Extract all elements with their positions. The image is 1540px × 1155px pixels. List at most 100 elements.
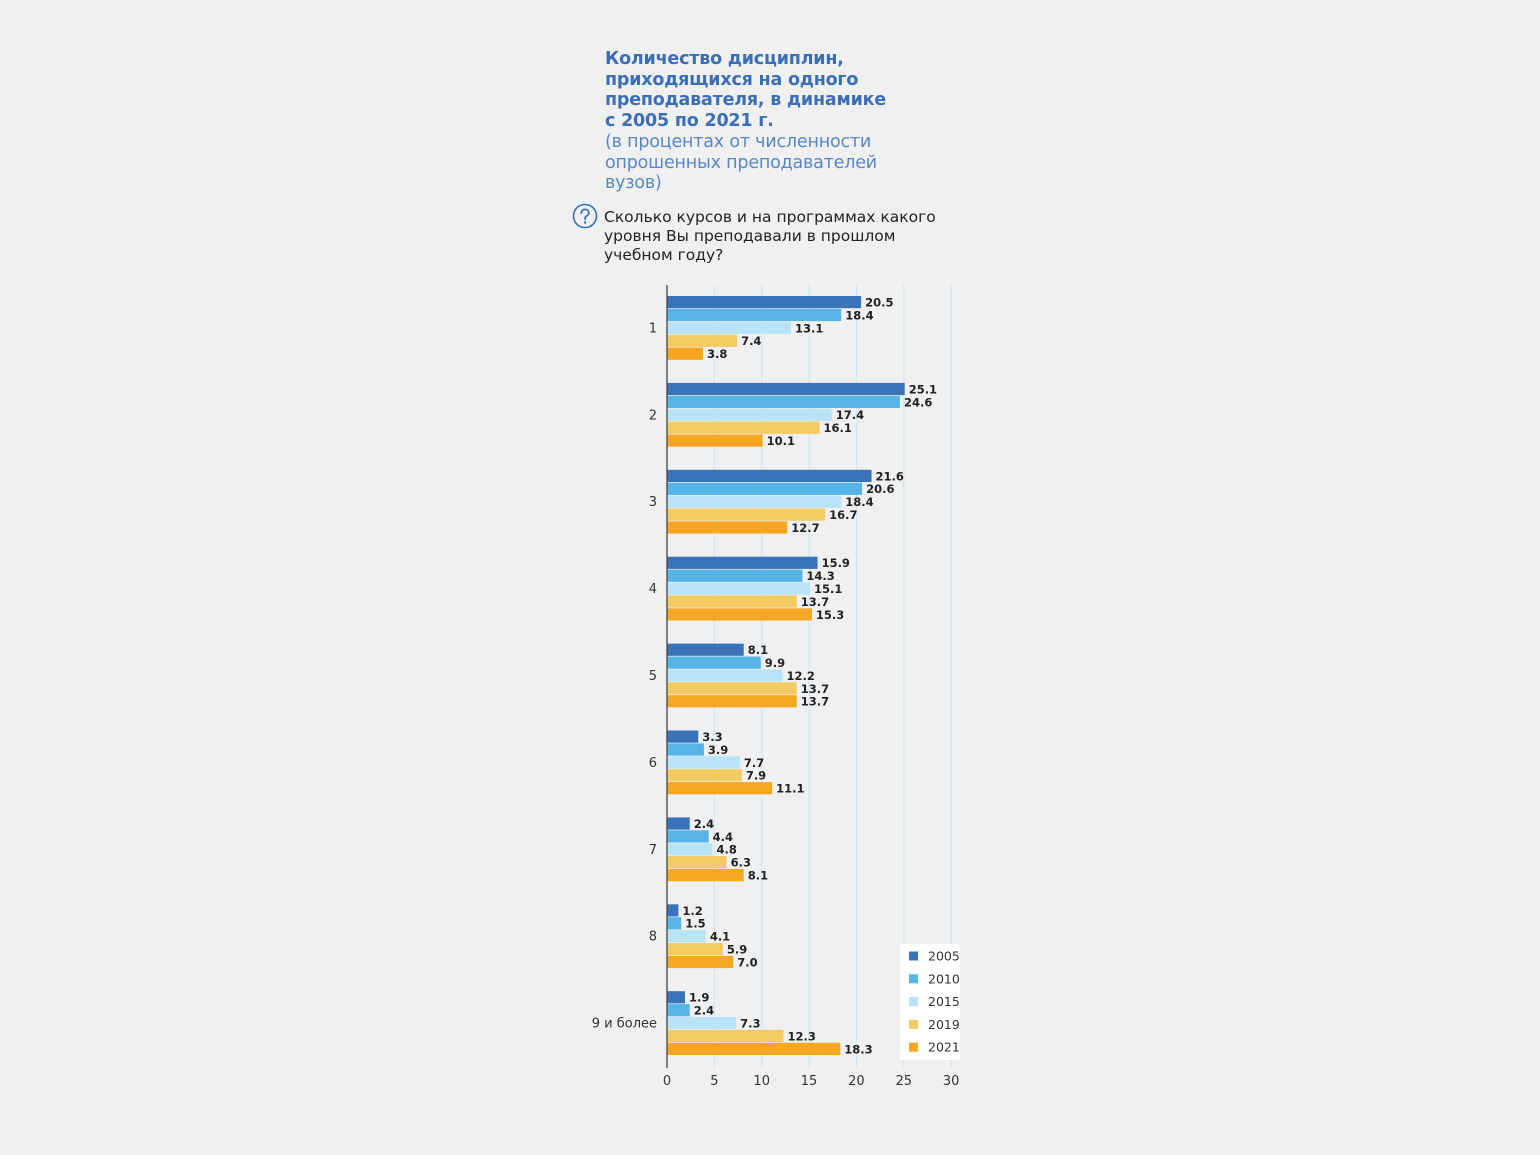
bar-value-label: 8.1 [748, 643, 768, 657]
bar-value-label: 7.7 [744, 756, 764, 770]
bar-value-label: 7.0 [737, 955, 757, 969]
bar-value-label: 2.4 [694, 1004, 714, 1018]
legend-label: 2010 [928, 971, 960, 986]
bar-value-label: 20.6 [866, 482, 894, 496]
bar-value-label: 13.7 [801, 695, 829, 709]
bar [667, 743, 704, 756]
bar-value-label: 1.2 [682, 904, 702, 918]
bar-value-label: 11.1 [776, 782, 804, 796]
y-category-label: 8 [649, 930, 657, 945]
chart-title-line: с 2005 по 2021 г. [605, 111, 774, 132]
bar-value-label: 15.3 [816, 608, 844, 622]
legend-swatch [909, 997, 918, 1007]
bar-value-label: 18.4 [845, 308, 873, 322]
bar-value-label: 1.5 [685, 917, 705, 931]
bar-value-label: 8.1 [748, 869, 768, 883]
chart-subtitle-line: вузов) [605, 173, 662, 194]
bar-value-label: 16.1 [823, 421, 851, 435]
bar [667, 869, 744, 882]
bar [667, 608, 812, 621]
chart-title-block: Количество дисциплин, приходящихся на од… [605, 49, 905, 194]
bar-value-label: 16.7 [829, 508, 857, 522]
bar-value-label: 7.9 [746, 769, 766, 783]
legend-label: 2019 [928, 1017, 960, 1032]
bar-value-label: 20.5 [865, 296, 893, 310]
bar-value-label: 24.6 [904, 395, 932, 409]
bar-value-label: 5.9 [727, 943, 747, 957]
axis-layer: 0 5 10 15 20 25 30 1 2 3 4 5 6 7 8 9 и более [592, 285, 959, 1089]
bar [667, 991, 685, 1004]
legend-swatch [909, 1042, 918, 1052]
bar-value-label: 18.3 [844, 1042, 872, 1056]
legend: 2005 2010 2015 2019 2021 [900, 944, 960, 1060]
x-tick-label: 20 [848, 1074, 865, 1089]
question-text-line: Сколько курсов и на программах какого [604, 208, 936, 226]
bar [667, 656, 761, 669]
bar [667, 556, 818, 569]
bar-value-label: 7.3 [740, 1017, 760, 1031]
bar [667, 495, 842, 508]
bar [667, 830, 709, 843]
y-category-label: 4 [649, 582, 657, 597]
bar [667, 904, 679, 917]
chart-title-line: Количество дисциплин, [605, 49, 844, 69]
bar-value-label: 13.7 [801, 682, 829, 696]
bar [667, 695, 797, 708]
x-tick-label: 10 [753, 1074, 770, 1089]
bar [667, 682, 797, 695]
bar [667, 421, 820, 434]
legend-label: 2005 [928, 949, 960, 964]
bar [667, 1042, 841, 1055]
bar [667, 334, 738, 347]
bar-value-label: 3.8 [707, 347, 727, 361]
bar-value-label: 1.9 [689, 991, 709, 1005]
bar-value-label: 14.3 [806, 569, 834, 583]
chart-subtitle-line: опрошенных преподавателей [605, 152, 877, 173]
bar [667, 482, 863, 495]
bar-value-label: 12.2 [787, 669, 815, 683]
legend-swatch [909, 1019, 918, 1029]
bar-value-label: 13.1 [795, 321, 823, 335]
bar [667, 669, 783, 682]
bar [667, 930, 706, 943]
bar-value-label: 2.4 [694, 817, 714, 831]
bars-layer: 20.518.413.17.43.825.124.617.416.110.121… [667, 296, 937, 1056]
bar-value-label: 13.7 [801, 595, 829, 609]
bar-value-label: 3.3 [702, 730, 722, 744]
bar [667, 1029, 784, 1043]
bar [667, 308, 842, 322]
question-text-line: учебном году? [604, 245, 724, 264]
bar [667, 569, 803, 582]
bar [667, 856, 727, 869]
bar-value-label: 15.1 [814, 582, 842, 596]
bar-value-label: 6.3 [731, 856, 751, 870]
x-tick-label: 25 [895, 1074, 912, 1089]
y-category-label: 7 [649, 843, 657, 858]
y-category-label: 1 [649, 321, 657, 336]
bar-value-label: 7.4 [741, 334, 761, 348]
bar [667, 521, 788, 534]
x-tick-label: 0 [663, 1074, 671, 1089]
bar [667, 321, 792, 334]
bar [667, 756, 740, 769]
bar [667, 943, 723, 956]
legend-label: 2021 [928, 1040, 960, 1055]
legend-label: 2015 [928, 994, 960, 1009]
bar-value-label: 21.6 [876, 469, 904, 483]
bar [667, 643, 744, 656]
bar [667, 1017, 737, 1030]
legend-swatch [909, 951, 918, 961]
x-tick-label: 15 [801, 1074, 818, 1089]
bar [667, 582, 810, 595]
y-category-label: 2 [649, 408, 657, 423]
chart-title-line: приходящихся на одного [605, 69, 859, 90]
bar [667, 955, 734, 969]
chart-title-line: преподавателя, в динамике [605, 90, 887, 111]
bar [667, 782, 773, 795]
bar [667, 730, 699, 743]
bar [667, 382, 905, 396]
legend-swatch [909, 974, 918, 984]
chart-subtitle-line: (в процентах от численности [605, 131, 872, 152]
bar [667, 395, 900, 408]
